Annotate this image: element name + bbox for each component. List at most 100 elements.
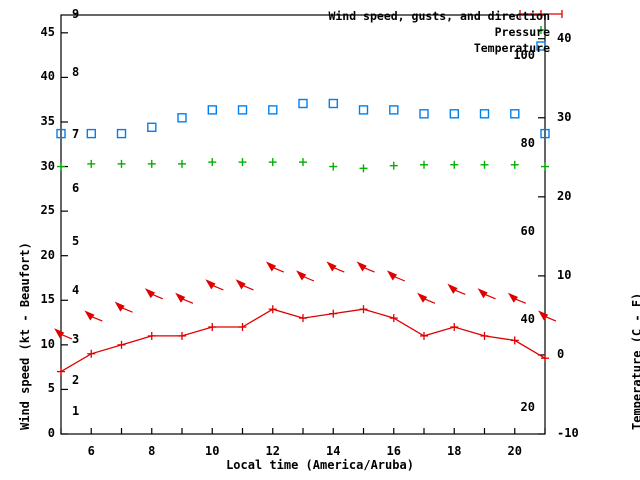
wind-direction-barb (144, 288, 164, 300)
pressure-point (389, 161, 398, 170)
y-tick-label-kt-10: 10 (40, 336, 55, 351)
y-tick-label-kt-30: 30 (40, 158, 55, 173)
legend-marker-pressure (537, 26, 545, 34)
temperature-point (56, 128, 66, 139)
y-tick-label-celsius-10: 10 (557, 267, 572, 282)
wind-speed-point (117, 340, 126, 349)
temperature-point (479, 109, 490, 119)
y-tick-label-kt-40: 40 (40, 69, 55, 84)
legend-marker-temperature (536, 41, 546, 51)
y-tick-label-celsius-20: 20 (557, 188, 572, 203)
wind-speed-point (541, 354, 549, 363)
pressure-point (87, 159, 96, 168)
pressure-point (178, 159, 186, 168)
pressure-point (268, 158, 277, 167)
x-tick-label-8: 8 (148, 444, 156, 458)
x-axis-title: Local time (America/Aruba) (226, 458, 414, 472)
x-tick-label-20: 20 (507, 444, 522, 458)
y-tick-label-kt-5: 5 (47, 381, 55, 396)
pressure-point (541, 162, 549, 171)
legend-label-temperature: Temperature (473, 41, 550, 55)
wind-speed-point (510, 336, 519, 345)
y-tick-label-fahrenheit-100: 100 (513, 48, 535, 63)
wind-speed-point (389, 314, 398, 323)
legend-marker-wind (519, 10, 563, 18)
y-tick-label-celsius-0: 0 (557, 346, 565, 361)
temperature-point (268, 105, 278, 115)
wind-speed-point (268, 305, 277, 314)
y-tick-label-fahrenheit-40: 40 (520, 311, 535, 326)
pressure-point (299, 158, 307, 167)
x-tick-label-12: 12 (265, 444, 280, 458)
y-axis-left-title: Wind speed (kt - Beaufort) (18, 242, 32, 430)
y-tick-label-beaufort-2: 2 (72, 372, 80, 387)
pressure-point (329, 162, 338, 171)
y-tick-label-beaufort-7: 7 (72, 127, 80, 142)
wind-direction-barb (205, 279, 224, 291)
y-tick-label-beaufort-9: 9 (72, 7, 80, 21)
pressure-point (450, 160, 459, 169)
legend-label-pressure: Pressure (494, 25, 550, 39)
wind-speed-point (359, 305, 368, 314)
wind-direction-barb (538, 310, 557, 322)
wind-speed-point (299, 314, 307, 323)
temperature-point (86, 128, 97, 139)
y-tick-label-beaufort-8: 8 (72, 64, 80, 79)
temperature-point (207, 105, 218, 115)
wind-direction-barb (356, 261, 375, 273)
wind-direction-barb (235, 279, 254, 291)
pressure-point (480, 160, 489, 169)
legend-label-wind: Wind speed, gusts, and direction (328, 9, 550, 23)
y-tick-label-fahrenheit-60: 60 (520, 223, 535, 238)
y-tick-label-kt-15: 15 (40, 292, 55, 307)
wind-direction-barb (114, 301, 133, 313)
wind-speed-point (178, 331, 186, 340)
wind-direction-barb (417, 292, 436, 304)
x-tick-label-10: 10 (205, 444, 220, 458)
pressure-point (57, 162, 65, 171)
temperature-point (419, 109, 429, 119)
wind-speed-point (329, 309, 338, 318)
temperature-point (540, 128, 550, 139)
wind-direction-barb (84, 310, 103, 322)
pressure-point (238, 158, 247, 167)
wind-speed-point (208, 323, 217, 332)
temperature-point (237, 105, 248, 115)
wind-direction-barb (507, 292, 527, 304)
plot-frame (60, 14, 546, 435)
y-tick-label-celsius-40: 40 (557, 30, 572, 45)
wind-speed-point (147, 331, 156, 340)
y-tick-label-beaufort-1: 1 (72, 403, 80, 418)
y-tick-label-kt-45: 45 (40, 24, 55, 39)
temperature-point (116, 128, 127, 139)
y-tick-label-beaufort-4: 4 (72, 283, 80, 298)
temperature-point (449, 109, 459, 119)
wind-direction-barb (326, 261, 345, 273)
pressure-point (117, 159, 126, 168)
wind-direction-barb (54, 328, 73, 340)
y-tick-label-kt-0: 0 (47, 426, 55, 440)
x-tick-label-6: 6 (87, 444, 95, 458)
temperature-point (389, 105, 399, 115)
x-tick-label-16: 16 (386, 444, 401, 458)
wind-speed-point (87, 349, 96, 358)
y-tick-label-fahrenheit-20: 20 (520, 399, 535, 414)
wind-direction-barb (447, 283, 466, 295)
wind-speed-point (238, 323, 247, 332)
y-tick-label-kt-35: 35 (40, 113, 55, 128)
pressure-point (208, 158, 217, 167)
y-tick-label-kt-25: 25 (40, 203, 55, 218)
wind-direction-barb (296, 270, 315, 282)
wind-direction-barb (477, 288, 496, 300)
temperature-point (298, 98, 308, 109)
pressure-point (510, 160, 519, 169)
y-tick-label-beaufort-5: 5 (72, 234, 80, 249)
y-tick-label-fahrenheit-80: 80 (520, 136, 535, 151)
temperature-point (510, 109, 520, 119)
temperature-point (147, 122, 157, 133)
x-tick-label-18: 18 (447, 444, 462, 458)
y-tick-label-celsius--10: -10 (557, 426, 579, 440)
wind-speed-point (450, 323, 459, 332)
